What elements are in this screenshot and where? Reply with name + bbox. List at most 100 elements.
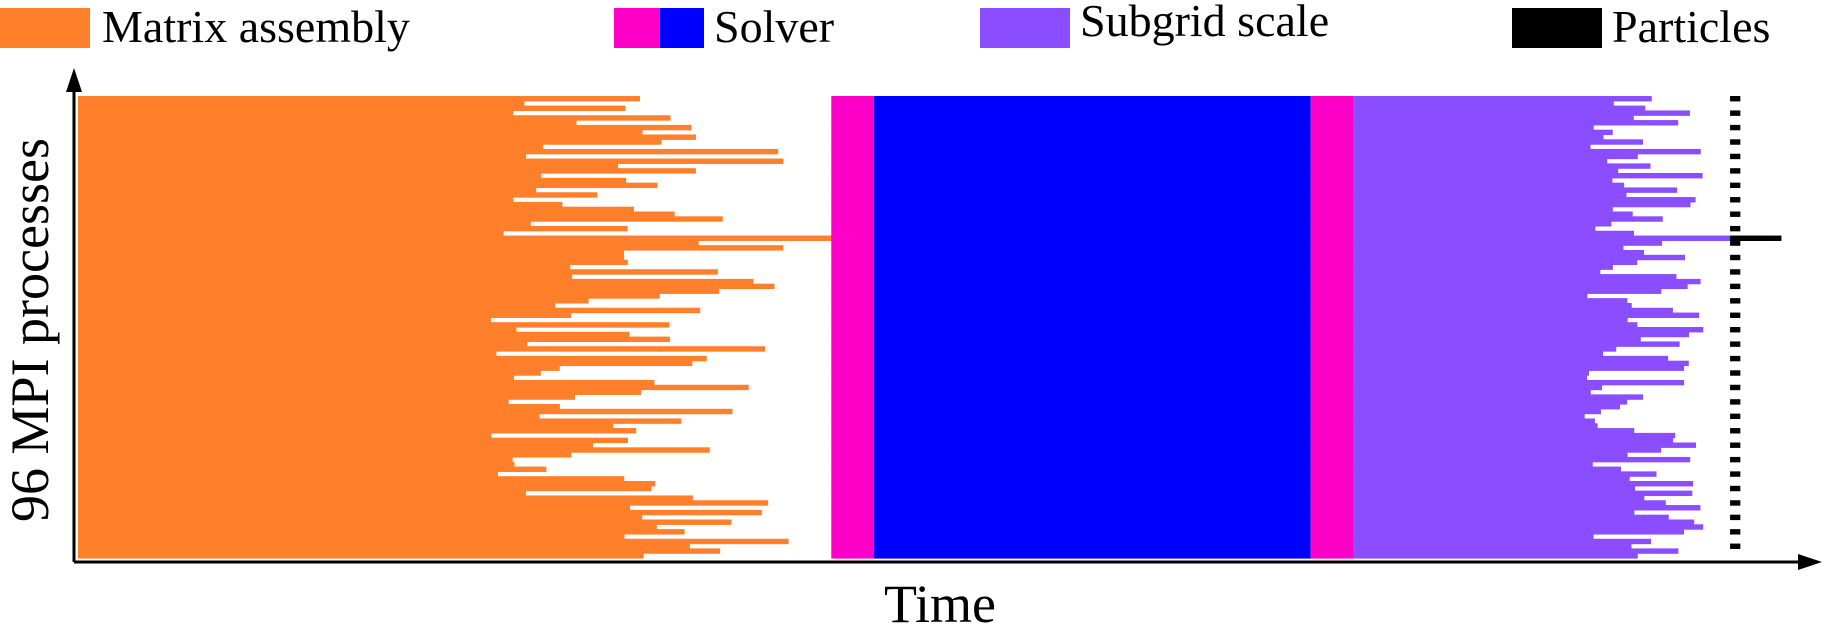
bar-solver-preconditioner-p92 [831,538,875,545]
bar-matrix-assembly-p67 [78,418,682,424]
bar-solver-preconditioner-p0 [1310,96,1354,102]
bar-particles-p75 [1730,456,1741,463]
bar-solver-iterations-p20 [874,192,1311,198]
bar-solver-preconditioner-p90 [1310,529,1354,535]
bar-solver-preconditioner-p24 [831,211,875,217]
bar-solver-preconditioner-p42 [831,298,875,304]
bar-solver-preconditioner-p87 [1310,514,1354,521]
bar-solver-preconditioner-p43 [1310,302,1354,309]
bar-solver-preconditioner-p68 [1310,423,1354,429]
bar-solver-preconditioner-p13 [831,158,875,164]
bar-solver-iterations-p33 [874,254,1311,261]
bar-particles-p72 [1730,442,1741,448]
bar-solver-iterations-p53 [874,351,1311,357]
bar-solver-iterations-p21 [874,197,1311,203]
bar-solver-iterations-p24 [874,211,1311,217]
bar-particles-p78 [1730,471,1741,477]
bar-matrix-assembly-p87 [78,514,643,521]
bar-matrix-assembly-p8 [78,134,696,140]
bar-solver-preconditioner-p52 [831,346,875,352]
bar-subgrid-scale-p35 [1353,264,1613,270]
bar-solver-preconditioner-p40 [1310,288,1354,294]
bar-subgrid-scale-p86 [1353,509,1635,516]
bar-solver-preconditioner-p6 [831,124,875,131]
bar-solver-preconditioner-p91 [831,533,875,540]
bar-solver-preconditioner-p17 [831,177,875,184]
bar-solver-iterations-p37 [874,274,1311,280]
bar-solver-iterations-p18 [874,182,1311,189]
bar-solver-preconditioner-p2 [831,105,875,112]
bar-solver-iterations-p57 [874,370,1311,376]
bar-solver-iterations-p80 [874,481,1311,487]
bar-solver-preconditioner-p45 [1310,312,1354,318]
bar-matrix-assembly-p32 [78,250,624,256]
bar-subgrid-scale-p92 [1353,538,1652,545]
bar-solver-preconditioner-p94 [1310,548,1354,554]
bar-particles-p45 [1730,312,1741,318]
bar-solver-iterations-p26 [874,221,1311,227]
bar-particles-p60 [1730,384,1741,391]
bar-solver-preconditioner-p83 [831,495,875,501]
bar-solver-iterations-p76 [874,461,1311,468]
bar-matrix-assembly-p77 [78,466,547,472]
bar-solver-preconditioner-p62 [831,394,875,400]
bar-particles-p6 [1730,124,1741,131]
bar-solver-iterations-p78 [874,471,1311,477]
bar-solver-preconditioner-p90 [831,529,875,535]
bar-solver-preconditioner-p39 [1310,283,1354,290]
bar-subgrid-scale-p58 [1353,375,1588,381]
bar-subgrid-scale-p59 [1353,379,1685,386]
bar-matrix-assembly-p59 [78,379,655,386]
bar-subgrid-scale-p54 [1353,355,1669,362]
bar-solver-iterations-p54 [874,355,1311,362]
bar-solver-preconditioner-p64 [831,404,875,410]
bar-solver-preconditioner-p19 [1310,187,1354,193]
bar-subgrid-scale-p47 [1353,322,1638,328]
bar-matrix-assembly-p94 [78,548,721,554]
bar-subgrid-scale-p28 [1353,230,1634,237]
bar-solver-preconditioner-p35 [1310,264,1354,270]
bar-solver-preconditioner-p56 [831,365,875,371]
legend: Matrix assembly Solver Subgrid scale Par… [0,0,1770,52]
bar-matrix-assembly-p13 [78,158,784,164]
legend-swatch-solver-blue [660,8,704,48]
bar-matrix-assembly-p64 [78,404,560,410]
bar-particles-p33 [1730,254,1741,261]
y-axis-label: 96 MPI processes [0,138,60,522]
bar-solver-iterations-p83 [874,495,1311,501]
bar-solver-preconditioner-p37 [831,274,875,280]
bar-solver-preconditioner-p68 [831,423,875,429]
bar-solver-preconditioner-p80 [831,481,875,487]
bar-subgrid-scale-p89 [1353,524,1704,530]
bar-solver-preconditioner-p49 [1310,331,1354,338]
bar-subgrid-scale-p76 [1353,461,1593,468]
bar-solver-preconditioner-p42 [1310,298,1354,304]
bar-solver-preconditioner-p91 [1310,533,1354,540]
bar-subgrid-scale-p26 [1353,221,1612,227]
bar-matrix-assembly-p56 [78,365,560,371]
bar-matrix-assembly-p71 [78,437,628,444]
bar-solver-preconditioner-p95 [1310,553,1354,559]
bar-solver-preconditioner-p19 [831,187,875,193]
bar-subgrid-scale-p66 [1353,413,1585,420]
bar-matrix-assembly-p21 [78,197,514,203]
bar-subgrid-scale-p36 [1353,269,1601,275]
bar-solver-preconditioner-p57 [1310,370,1354,376]
bar-solver-iterations-p81 [874,485,1311,492]
bar-solver-preconditioner-p85 [831,505,875,511]
bar-particles-p21 [1730,197,1741,203]
bar-particles-p24 [1730,211,1741,217]
bar-solver-iterations-p7 [874,129,1311,136]
bar-particles-p81 [1730,485,1741,492]
bar-subgrid-scale-p52 [1353,346,1617,352]
bar-solver-preconditioner-p74 [831,452,875,458]
bar-subgrid-scale-p90 [1353,529,1684,535]
bar-subgrid-scale-p50 [1353,336,1641,343]
bar-matrix-assembly-p83 [78,495,693,501]
bar-subgrid-scale-p42 [1353,298,1628,304]
bar-subgrid-scale-p45 [1353,312,1700,318]
bar-matrix-assembly-p2 [78,105,626,112]
bar-subgrid-scale-p67 [1353,418,1595,424]
bar-solver-preconditioner-p22 [1310,201,1354,208]
bar-matrix-assembly-p35 [78,264,571,270]
